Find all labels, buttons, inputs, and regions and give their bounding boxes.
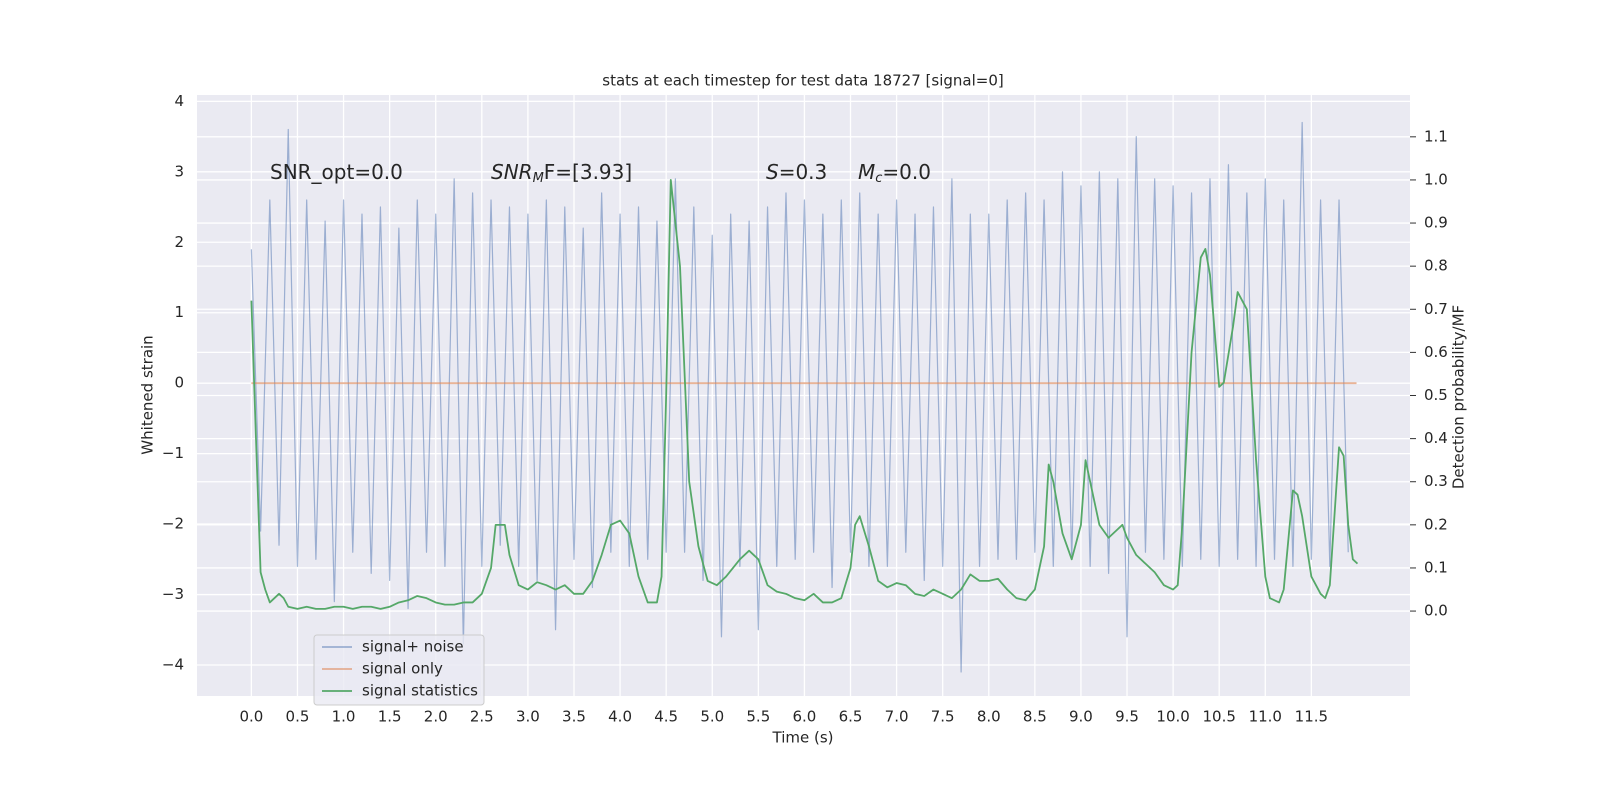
annotation-symbol: S [766, 160, 779, 184]
legend-box [313, 634, 485, 706]
y-tick-label: −2 [162, 515, 184, 533]
y2-tick-label: 0.8 [1424, 257, 1448, 275]
y2-axis-label: Detection probability/MF [1450, 305, 1468, 489]
x-tick-label: 7.5 [931, 708, 955, 726]
annotation-symbol: SNR [491, 160, 533, 184]
x-tick-label: 8.0 [977, 708, 1001, 726]
x-tick-label: 10.0 [1156, 708, 1189, 726]
y2-tick-label: 0.7 [1424, 300, 1448, 318]
y2-tick-label: 1.1 [1424, 127, 1448, 145]
x-tick-label: 0.0 [239, 708, 263, 726]
y-axis-label: Whitened strain [139, 335, 157, 454]
y-tick-label: 0 [174, 374, 184, 392]
x-tick-label: 6.0 [792, 708, 816, 726]
legend-label: signal+ noise [362, 638, 464, 656]
x-tick-label: 9.0 [1069, 708, 1093, 726]
y2-tick-label: 0.5 [1424, 386, 1448, 404]
x-tick-label: 4.5 [654, 708, 678, 726]
x-tick-label: 10.5 [1202, 708, 1235, 726]
y2-tick-label: 0.9 [1424, 214, 1448, 232]
annotation: S=0.3 [766, 160, 827, 184]
annotation-text: SNR_opt=0.0 [270, 160, 403, 184]
y2-tick-label: 0.1 [1424, 558, 1448, 576]
x-tick-label: 9.5 [1115, 708, 1139, 726]
chart-title: stats at each timestep for test data 187… [602, 72, 1003, 90]
y2-tick-label: 0.2 [1424, 515, 1448, 533]
x-tick-label: 2.5 [470, 708, 494, 726]
x-tick-label: 6.5 [839, 708, 863, 726]
x-tick-label: 0.5 [286, 708, 310, 726]
x-tick-label: 2.0 [424, 708, 448, 726]
y2-tick-label: 0.6 [1424, 343, 1448, 361]
x-tick-label: 3.5 [562, 708, 586, 726]
annotation-rest: =0.3 [779, 160, 828, 184]
annotation: SNRMF=[3.93] [491, 160, 632, 186]
y2-tick-label: 1.0 [1424, 170, 1448, 188]
annotation-rest: =0.0 [882, 160, 931, 184]
series-line [250, 179, 1359, 610]
y-tick-label: 2 [174, 233, 184, 251]
legend-label: signal statistics [362, 682, 478, 700]
y2-tick-label: 0.4 [1424, 429, 1448, 447]
x-axis-label: Time (s) [772, 729, 834, 747]
x-tick-label: 7.0 [885, 708, 909, 726]
series-line [250, 121, 1349, 673]
x-tick-label: 1.5 [378, 708, 402, 726]
annotation-rest: F=[3.93] [544, 160, 632, 184]
x-tick-label: 11.0 [1249, 708, 1282, 726]
x-tick-label: 5.0 [700, 708, 724, 726]
y-tick-label: −4 [162, 655, 184, 673]
annotation: Mc=0.0 [858, 160, 931, 186]
annotation: SNR_opt=0.0 [270, 160, 403, 184]
x-tick-label: 11.5 [1295, 708, 1328, 726]
y-tick-label: −3 [162, 585, 184, 603]
y-tick-label: 3 [174, 162, 184, 180]
y2-tick-label: 0.3 [1424, 472, 1448, 490]
y2-tick-label: 0.0 [1424, 602, 1448, 620]
y-tick-label: 1 [174, 303, 184, 321]
annotation-symbol: M [858, 160, 875, 184]
annotation-subscript: M [533, 171, 544, 186]
x-tick-label: 4.0 [608, 708, 632, 726]
x-tick-label: 1.0 [332, 708, 356, 726]
annotation-subscript: c [875, 171, 882, 186]
x-tick-label: 8.5 [1023, 708, 1047, 726]
y-tick-label: −1 [162, 444, 184, 462]
legend-label: signal only [362, 660, 443, 678]
x-tick-label: 5.5 [746, 708, 770, 726]
y-tick-label: 4 [174, 92, 184, 110]
x-tick-label: 3.0 [516, 708, 540, 726]
